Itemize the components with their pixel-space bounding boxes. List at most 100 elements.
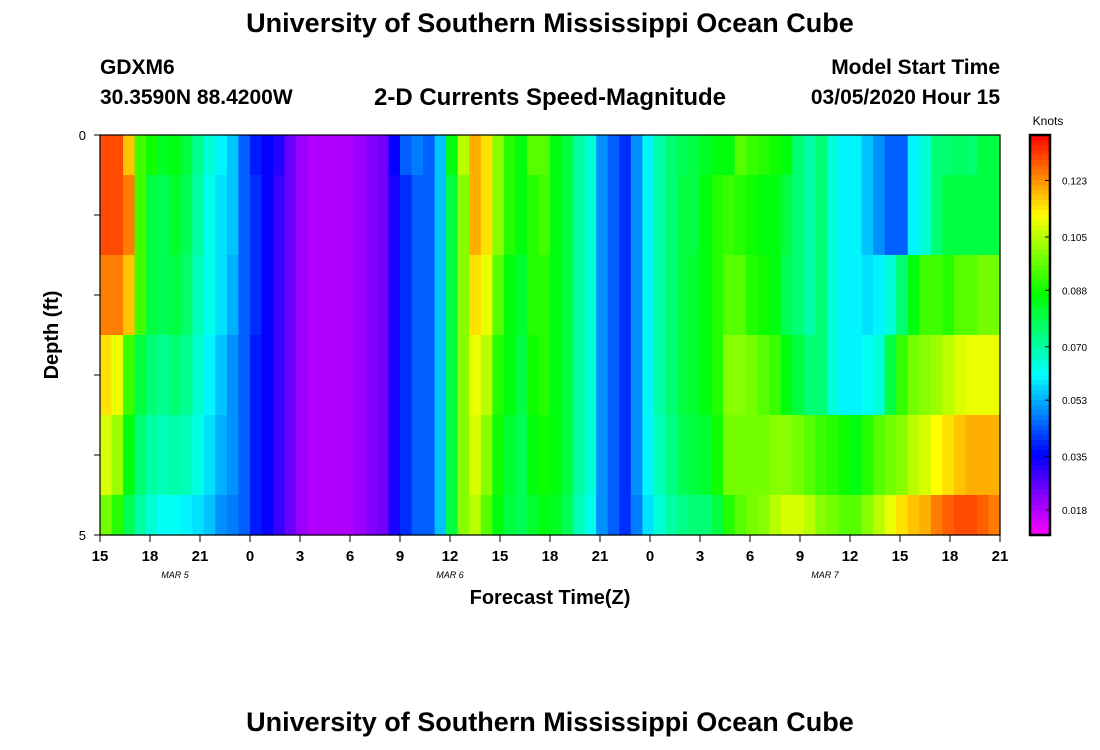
heatmap-cell (457, 335, 470, 416)
heatmap-cell (630, 135, 643, 176)
heatmap-cell (526, 175, 540, 256)
heatmap-cell (307, 175, 320, 256)
heatmap-cell (203, 335, 216, 416)
heatmap-cell (342, 335, 355, 416)
colorbar-segment (1030, 305, 1050, 311)
heatmap-cell (342, 135, 355, 176)
heatmap-cell (873, 175, 886, 256)
heatmap-cell (700, 255, 713, 336)
heatmap-cell (226, 415, 240, 496)
heatmap-cell (250, 255, 263, 336)
heatmap-cell (376, 335, 390, 416)
heatmap-cell (330, 335, 343, 416)
colorbar-segment (1030, 165, 1050, 171)
heatmap-cell (988, 495, 1001, 536)
heatmap-cell (273, 415, 286, 496)
colorbar-segment (1030, 235, 1050, 241)
heatmap-cell (457, 415, 470, 496)
colorbar-tick-label: 0.018 (1062, 506, 1087, 517)
heatmap-cell (596, 135, 609, 176)
heatmap-cell (815, 415, 828, 496)
heatmap-cell (538, 175, 551, 256)
heatmap-cell (273, 175, 286, 256)
heatmap-cell (284, 495, 297, 536)
heatmap-cell (665, 495, 678, 536)
heatmap-cell (296, 255, 309, 336)
heatmap-cell (388, 415, 401, 496)
heatmap-cell (423, 495, 436, 536)
heatmap-cell (273, 495, 286, 536)
heatmap-cell (261, 495, 274, 536)
heatmap-cell (665, 335, 678, 416)
heatmap-cell (907, 175, 920, 256)
heatmap-cell (873, 135, 886, 176)
heatmap-cell (826, 415, 840, 496)
heatmap-cell (503, 175, 516, 256)
heatmap-cell (307, 135, 320, 176)
x-tick-label: 12 (442, 548, 459, 565)
heatmap-cell (423, 335, 436, 416)
heatmap-cell (307, 255, 320, 336)
heatmap-cell (838, 335, 851, 416)
heatmap-cell (803, 415, 816, 496)
heatmap-cell (792, 255, 805, 336)
colorbar-segment (1030, 370, 1050, 376)
colorbar-segment (1030, 195, 1050, 201)
heatmap-cell (630, 335, 643, 416)
heatmap-cell (653, 415, 666, 496)
heatmap-cell (757, 415, 770, 496)
heatmap-cell (965, 495, 978, 536)
heatmap-cell (192, 175, 205, 256)
heatmap-cell (365, 135, 378, 176)
heatmap-cell (873, 415, 886, 496)
colorbar-tick-label: 0.088 (1062, 286, 1087, 297)
colorbar-segment (1030, 530, 1050, 536)
heatmap-cell (919, 255, 932, 336)
heatmap-cell (780, 255, 793, 336)
heatmap-cell (526, 335, 540, 416)
heatmap-cell (100, 255, 113, 336)
colorbar-segment (1030, 380, 1050, 386)
heatmap-cell (457, 255, 470, 336)
heatmap-cell (284, 335, 297, 416)
heatmap-cell (388, 255, 401, 336)
heatmap-cell (780, 335, 793, 416)
colorbar-segment (1030, 180, 1050, 186)
heatmap-cell (676, 415, 690, 496)
heatmap-cell (376, 175, 390, 256)
heatmap-cell (907, 335, 920, 416)
heatmap-cell (907, 135, 920, 176)
heatmap-cell (203, 495, 216, 536)
heatmap-cell (400, 135, 413, 176)
colorbar-segment (1030, 455, 1050, 461)
heatmap-cell (261, 335, 274, 416)
x-tick-label: 18 (942, 548, 959, 565)
heatmap-cell (111, 135, 124, 176)
colorbar-segment (1030, 365, 1050, 371)
heatmap-cell (757, 175, 770, 256)
date-label: MAR 7 (811, 570, 840, 580)
heatmap-cell (884, 335, 897, 416)
heatmap-cell (538, 415, 551, 496)
heatmap-cell (365, 175, 378, 256)
heatmap-cell (907, 415, 920, 496)
heatmap-cell (330, 175, 343, 256)
footer-title: University of Southern Mississippi Ocean… (246, 707, 854, 737)
heatmap-cell (930, 255, 943, 336)
heatmap-cell (965, 415, 978, 496)
heatmap-cell (457, 135, 470, 176)
colorbar-segment (1030, 480, 1050, 486)
colorbar-segment (1030, 425, 1050, 431)
heatmap-cell (642, 495, 655, 536)
heatmap-cell (123, 335, 136, 416)
heatmap-cell (146, 135, 159, 176)
colorbar-segment (1030, 255, 1050, 261)
colorbar-segment (1030, 450, 1050, 456)
heatmap-cell (803, 335, 816, 416)
colorbar-segment (1030, 515, 1050, 521)
heatmap-cell (607, 135, 620, 176)
heatmap-cell (250, 495, 263, 536)
heatmap-cell (573, 335, 586, 416)
heatmap-cell (180, 175, 193, 256)
heatmap-cell (250, 175, 263, 256)
